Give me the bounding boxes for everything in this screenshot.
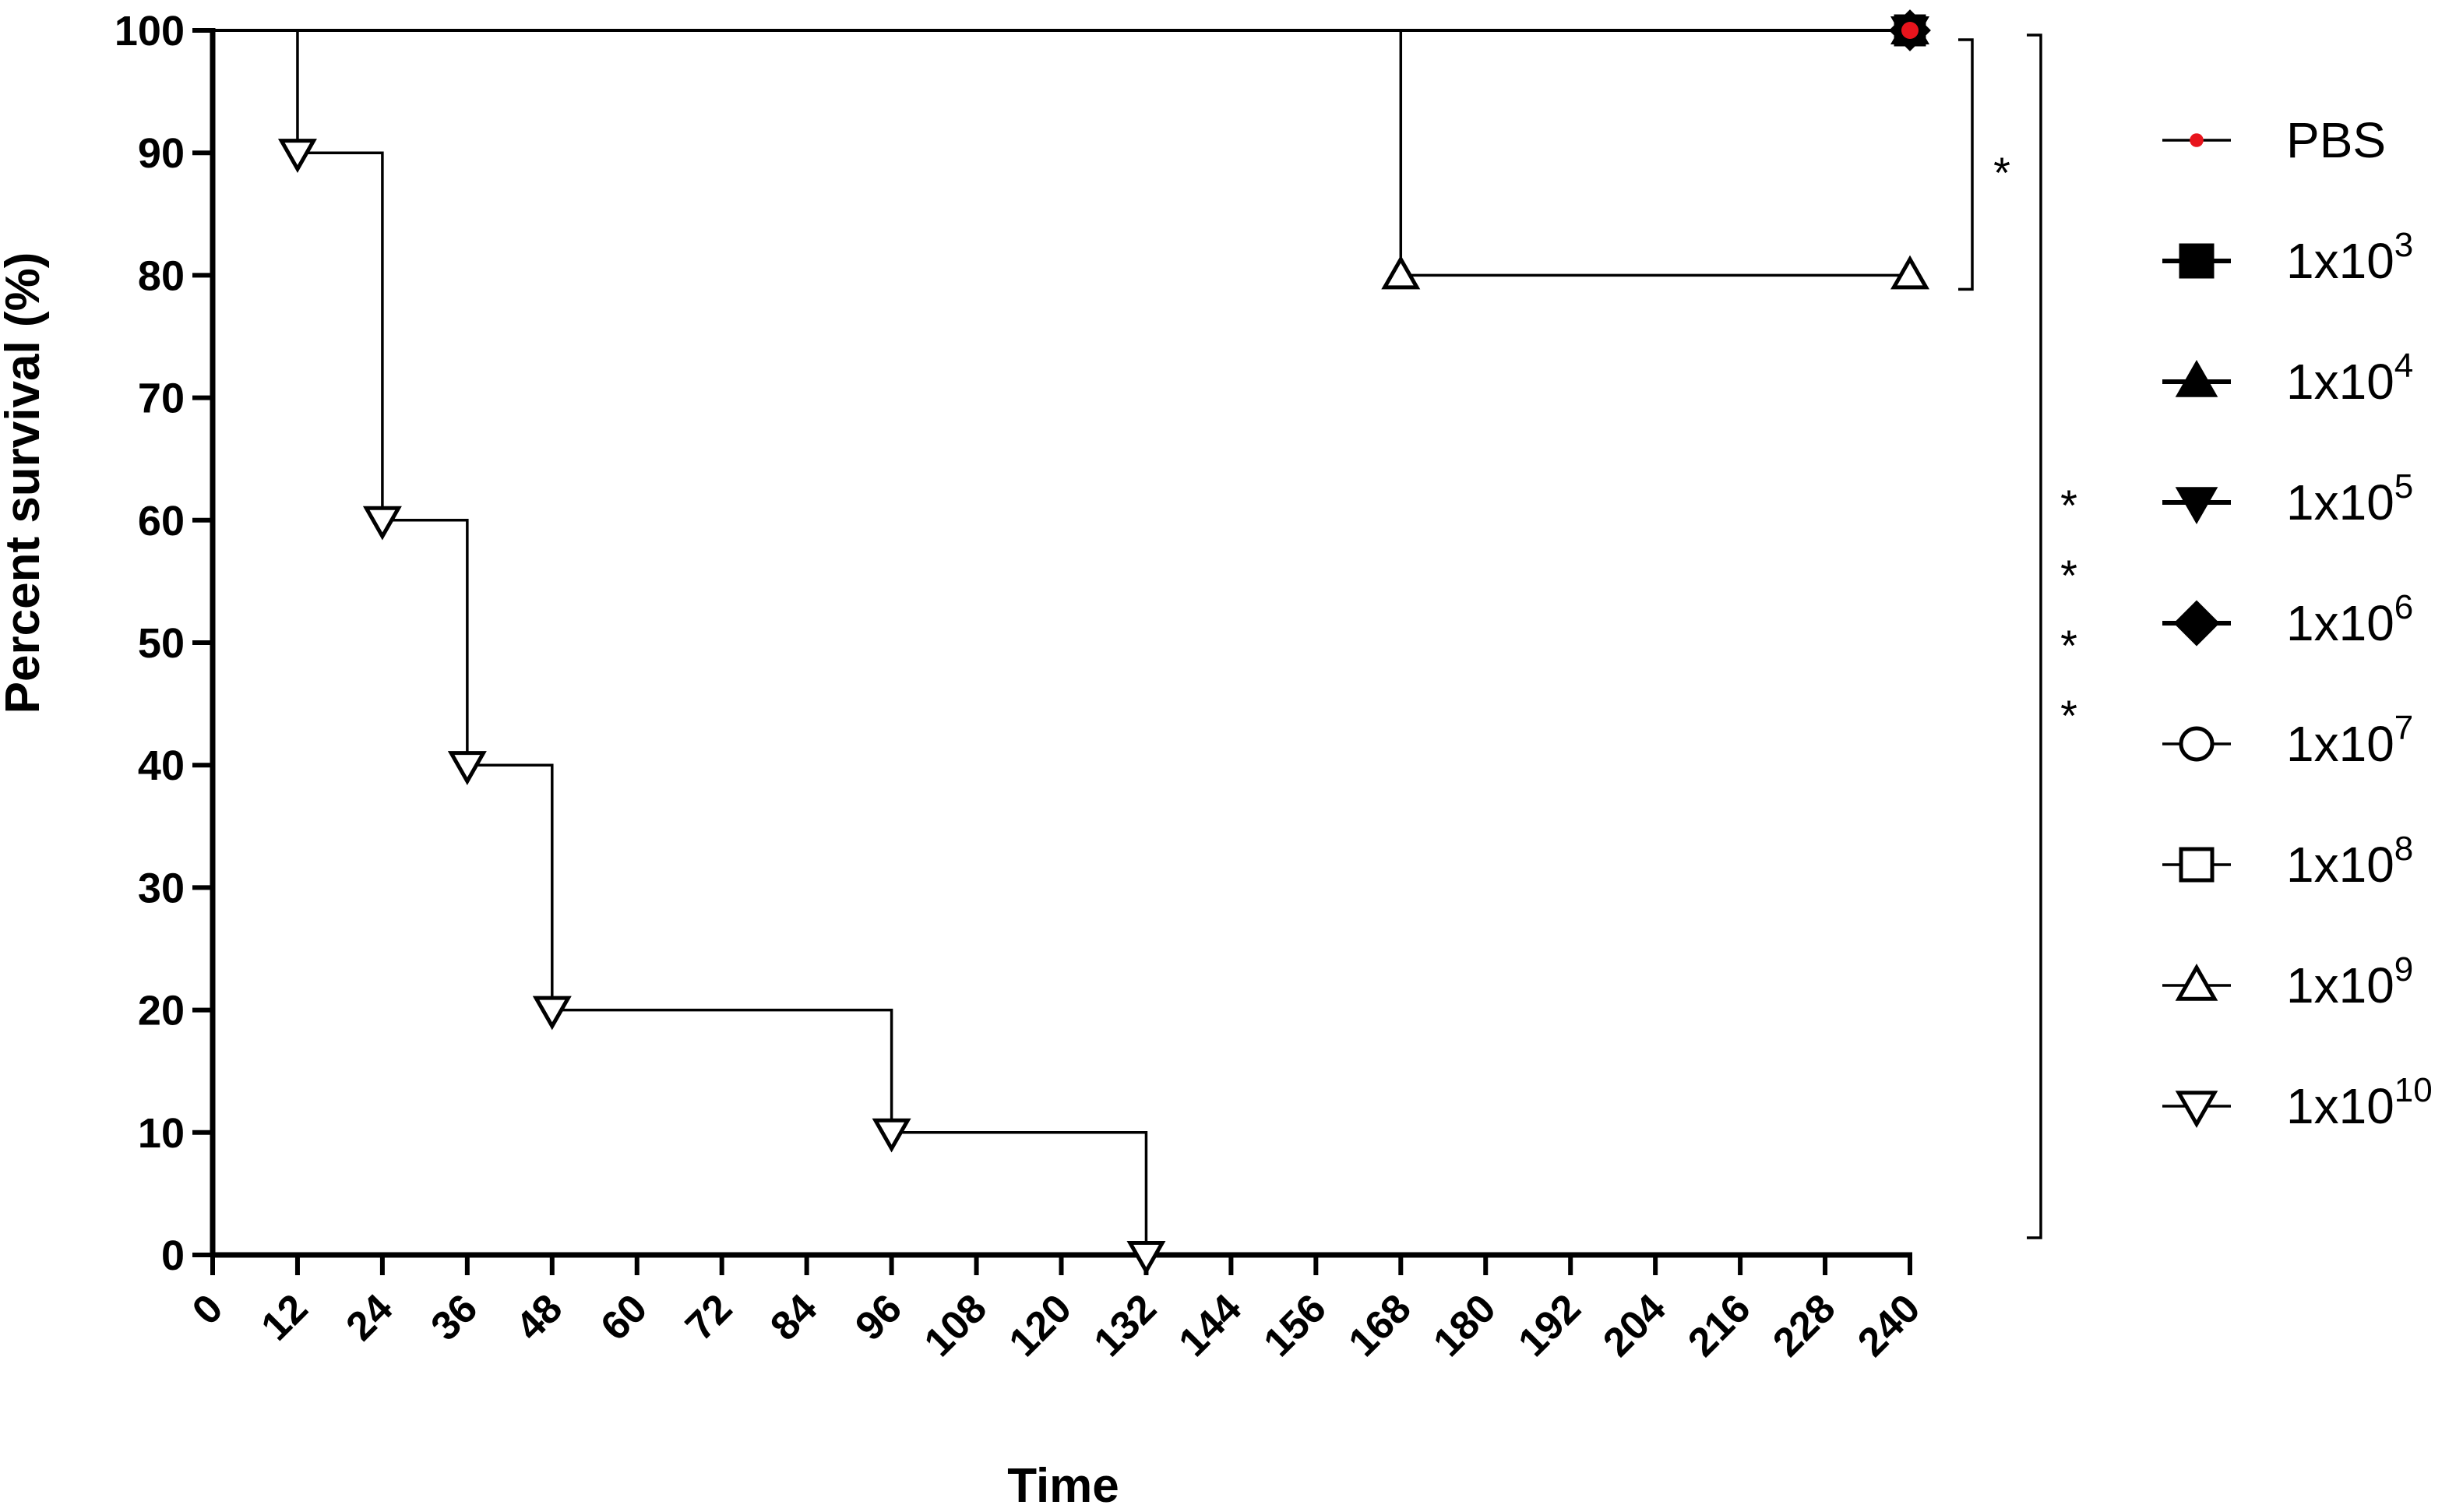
legend: PBS 1x103 1x104 1x105 1x106 1x107 1x108 1x109 1x… — [2162, 112, 2433, 1134]
x-tick-label: 0 — [184, 1285, 231, 1333]
legend-item: 1x1010 — [2162, 1071, 2433, 1134]
x-tick-label: 108 — [916, 1285, 995, 1365]
legend-label: 1x104 — [2286, 347, 2413, 410]
x-axis-label: Time — [1007, 1459, 1119, 1512]
x-tick-label: 132 — [1086, 1285, 1165, 1365]
x-tick-label: 24 — [337, 1285, 401, 1349]
legend-marker — [2175, 487, 2218, 525]
legend-marker — [2175, 1091, 2218, 1129]
data-point — [447, 751, 487, 785]
y-tick-label: 50 — [138, 620, 185, 667]
series-layer — [213, 9, 1931, 1275]
y-axis-label: Percent survival (%) — [0, 252, 50, 714]
legend-label: 1x106 — [2286, 588, 2413, 651]
legend-marker — [2190, 133, 2204, 147]
x-tick-label: 72 — [677, 1285, 741, 1349]
y-tick-label: 30 — [138, 865, 185, 911]
legend-label: 1x105 — [2286, 467, 2413, 530]
y-tick-label: 20 — [138, 988, 185, 1034]
x-tick-label: 48 — [507, 1285, 571, 1349]
x-tick-label: 204 — [1594, 1285, 1674, 1365]
y-tick-label: 60 — [138, 498, 185, 545]
significance-stars: * * * * — [2060, 481, 2077, 740]
x-tick-label: 12 — [253, 1285, 317, 1349]
data-point — [362, 506, 402, 541]
legend-item: 1x107 — [2162, 709, 2413, 772]
series-1x1010 — [213, 29, 1166, 1275]
significance-star: * — [1993, 148, 2010, 197]
bracket-10 — [2027, 33, 2042, 1239]
legend-label: 1x108 — [2286, 830, 2413, 893]
legend-item: 1x106 — [2162, 588, 2413, 651]
legend-marker — [2179, 726, 2215, 762]
data-point — [1381, 255, 1421, 290]
y-tick-label: 0 — [161, 1232, 185, 1279]
legend-marker — [2179, 847, 2215, 883]
legend-item: 1x109 — [2162, 950, 2413, 1013]
series-1x104 — [213, 10, 1930, 45]
y-tick-label: 80 — [138, 252, 185, 299]
x-tick-label: 192 — [1510, 1285, 1589, 1365]
significance-annotations: ** * * * — [1958, 33, 2077, 1239]
x-tick-label: 180 — [1425, 1285, 1504, 1365]
series-line — [213, 29, 1910, 277]
legend-marker — [2179, 243, 2215, 279]
data-point — [1890, 255, 1930, 290]
data-point — [872, 1118, 911, 1153]
data-point — [1901, 22, 1919, 39]
data-point — [1126, 1240, 1166, 1275]
series-line — [213, 29, 1148, 1255]
legend-label: 1x1010 — [2286, 1071, 2433, 1134]
y-tick-label: 10 — [138, 1110, 185, 1157]
legend-label: 1x103 — [2286, 226, 2413, 289]
legend-item: 1x105 — [2162, 467, 2413, 530]
legend-item: 1x104 — [2162, 347, 2413, 410]
legend-marker — [2173, 600, 2220, 647]
legend-item: PBS — [2162, 112, 2386, 168]
data-point — [532, 996, 572, 1031]
series-1x109 — [213, 29, 1930, 290]
y-tick-label: 40 — [138, 742, 185, 789]
x-tick-label: 240 — [1849, 1285, 1929, 1365]
y-tick-label: 100 — [115, 8, 185, 55]
x-tick-label: 84 — [762, 1285, 826, 1349]
bracket-9 — [1958, 38, 1974, 291]
data-point — [277, 139, 317, 173]
legend-label: 1x107 — [2286, 709, 2413, 772]
series-pbs — [213, 22, 1919, 39]
x-tick-label: 216 — [1679, 1285, 1759, 1365]
x-tick-label: 96 — [847, 1285, 911, 1349]
legend-label: 1x109 — [2286, 950, 2413, 1013]
x-tick-label: 60 — [592, 1285, 656, 1349]
y-tick-label: 70 — [138, 375, 185, 422]
series-1x105 — [213, 16, 1930, 51]
legend-item: 1x103 — [2162, 226, 2413, 289]
y-tick-label: 90 — [138, 130, 185, 177]
x-tick-label: 156 — [1255, 1285, 1334, 1365]
legend-label: PBS — [2286, 112, 2386, 168]
x-tick-label: 228 — [1764, 1285, 1844, 1365]
x-tick-label: 144 — [1171, 1285, 1250, 1365]
x-tick-label: 36 — [422, 1285, 486, 1349]
x-tick-label: 168 — [1340, 1285, 1419, 1365]
legend-marker — [2175, 963, 2218, 1001]
legend-marker — [2175, 359, 2218, 397]
x-tick-label: 120 — [1001, 1285, 1080, 1365]
legend-item: 1x108 — [2162, 830, 2413, 893]
